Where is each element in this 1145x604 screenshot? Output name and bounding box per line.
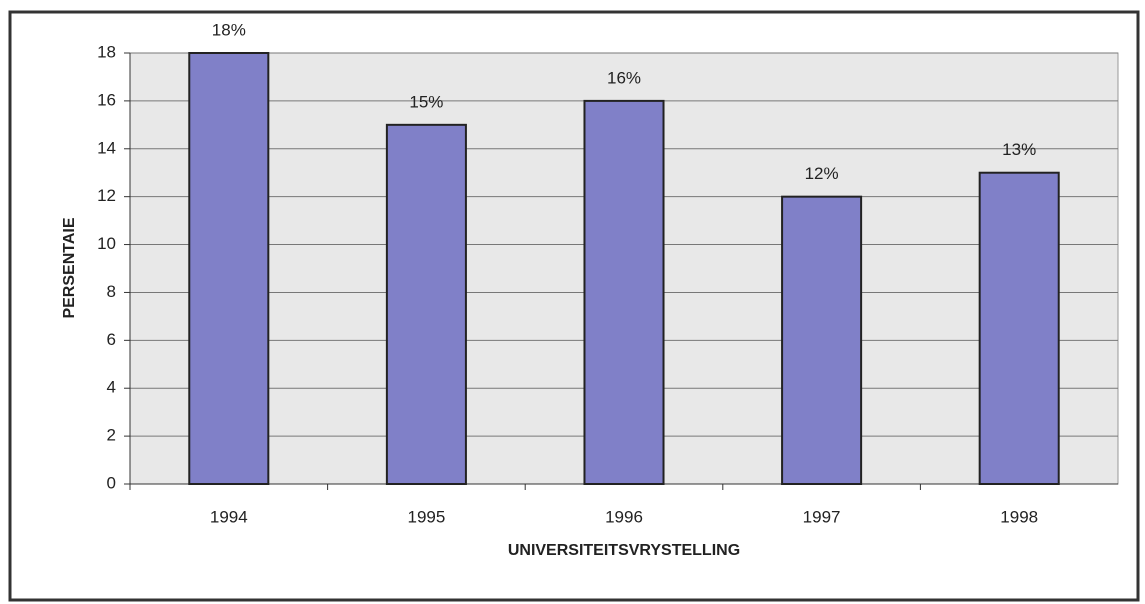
x-tick-label: 1997 bbox=[803, 507, 841, 526]
x-tick-label: 1994 bbox=[210, 507, 248, 526]
y-tick-label: 14 bbox=[97, 138, 116, 157]
y-tick-label: 16 bbox=[97, 90, 116, 109]
bar bbox=[188, 52, 270, 485]
y-tick-label: 18 bbox=[97, 42, 116, 61]
y-tick-label: 6 bbox=[107, 330, 116, 349]
x-tick-label: 1995 bbox=[407, 507, 445, 526]
bar bbox=[978, 171, 1060, 485]
y-tick-label: 0 bbox=[107, 473, 116, 492]
x-tick-label: 1996 bbox=[605, 507, 643, 526]
y-tick-label: 8 bbox=[107, 282, 116, 301]
bar bbox=[781, 195, 863, 486]
y-tick-label: 2 bbox=[107, 426, 116, 445]
bar bbox=[583, 99, 665, 485]
value-label: 16% bbox=[607, 68, 641, 87]
value-label: 13% bbox=[1002, 140, 1036, 159]
y-tick-label: 4 bbox=[107, 378, 116, 397]
y-tick-label: 12 bbox=[97, 186, 116, 205]
value-label: 18% bbox=[212, 20, 246, 39]
y-tick-label: 10 bbox=[97, 234, 116, 253]
y-axis-label: PERSENTAIE bbox=[61, 217, 78, 318]
value-label: 12% bbox=[805, 164, 839, 183]
bar bbox=[385, 123, 467, 485]
value-label: 15% bbox=[409, 92, 443, 111]
x-axis-label: UNIVERSITEITSVRYSTELLING bbox=[508, 542, 740, 559]
x-tick-label: 1998 bbox=[1000, 507, 1038, 526]
